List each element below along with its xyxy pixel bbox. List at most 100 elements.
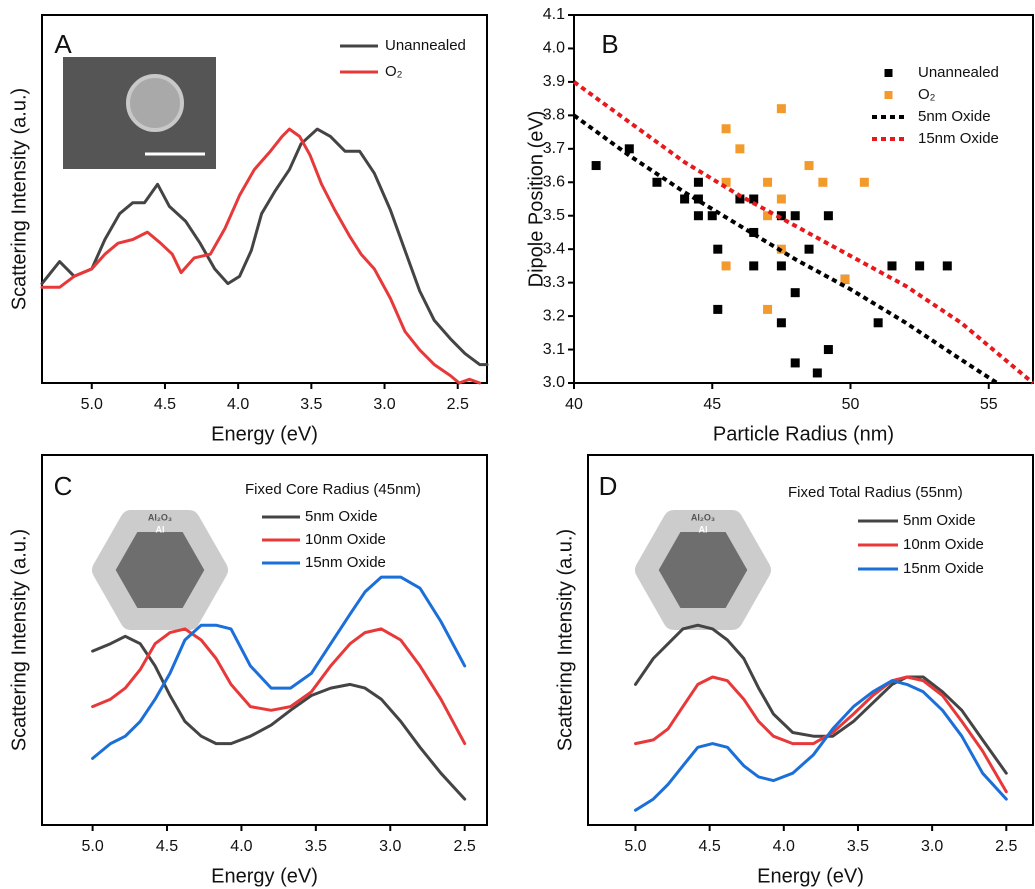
- data-point: [735, 144, 745, 154]
- legend-label: 15nm Oxide: [918, 130, 999, 147]
- data-point: [652, 177, 662, 187]
- panel-label: D: [599, 471, 618, 501]
- data-point: [776, 104, 786, 114]
- plot-frame: [587, 454, 1034, 826]
- data-point: [763, 211, 773, 221]
- data-point: [721, 177, 731, 187]
- data-point: [693, 177, 703, 187]
- x-tick-label: 50: [842, 396, 860, 413]
- y-tick-label: 3.8: [543, 107, 565, 124]
- data-point: [749, 261, 759, 271]
- y-tick-label: 3.6: [543, 173, 565, 190]
- data-point: [804, 244, 814, 254]
- data-point: [624, 144, 634, 154]
- legend-label: 15nm Oxide: [903, 560, 984, 577]
- inset-label: Al: [699, 524, 708, 534]
- data-point: [812, 368, 822, 378]
- x-tick-label: 4.0: [227, 396, 249, 413]
- data-point: [840, 274, 850, 284]
- data-point: [776, 211, 786, 221]
- data-point: [713, 244, 723, 254]
- x-tick-label: 5.0: [81, 396, 103, 413]
- y-tick-label: 3.5: [543, 207, 565, 224]
- legend-label: 15nm Oxide: [305, 554, 386, 571]
- data-point: [859, 177, 869, 187]
- x-tick-label: 40: [565, 396, 583, 413]
- y-tick-label: 3.0: [543, 374, 565, 391]
- data-point: [776, 318, 786, 328]
- data-point: [763, 177, 773, 187]
- y-tick-label: 4.0: [543, 40, 565, 57]
- x-tick-label: 45: [703, 396, 721, 413]
- y-axis-title: Scattering Intensity (a.u.): [8, 88, 30, 310]
- y-tick-label: 3.7: [543, 140, 565, 157]
- legend-label: 5nm Oxide: [305, 508, 378, 525]
- legend-swatch: [884, 91, 893, 99]
- data-point: [749, 194, 759, 204]
- series-line: [634, 675, 1008, 794]
- y-tick-label: 3.3: [543, 274, 565, 291]
- data-point: [915, 261, 925, 271]
- x-axis-title: Energy (eV): [757, 865, 864, 887]
- x-tick-label: 3.5: [847, 838, 869, 855]
- data-point: [721, 261, 731, 271]
- y-axis-title: Dipole Position (eV): [525, 111, 547, 288]
- data-point: [887, 261, 897, 271]
- series-line: [572, 80, 1035, 385]
- series-line: [40, 127, 482, 385]
- series-line: [40, 127, 489, 367]
- x-tick-label: 3.0: [373, 396, 395, 413]
- legend-label: O₂: [385, 63, 403, 80]
- legend-label: O₂: [918, 86, 936, 103]
- y-axis-title: Scattering Intensity (a.u.): [8, 529, 30, 751]
- legend-swatch: [884, 69, 893, 77]
- series-line: [634, 623, 1008, 775]
- plot-frame: [573, 14, 1034, 384]
- legend-label: Unannealed: [385, 37, 466, 54]
- data-point: [693, 194, 703, 204]
- y-tick-label: 3.4: [543, 240, 565, 257]
- data-point: [680, 194, 690, 204]
- data-point: [721, 124, 731, 134]
- x-tick-label: 3.0: [379, 838, 401, 855]
- y-tick-label: 4.1: [543, 6, 565, 23]
- x-tick-label: 2.5: [454, 838, 476, 855]
- data-point: [591, 161, 601, 171]
- legend-label: 5nm Oxide: [903, 512, 976, 529]
- data-point: [693, 211, 703, 221]
- hexagon-inset: [635, 510, 771, 630]
- data-point: [804, 161, 814, 171]
- data-point: [818, 177, 828, 187]
- y-tick-label: 3.2: [543, 307, 565, 324]
- plot-frame: [41, 14, 488, 384]
- series-line: [572, 113, 999, 385]
- y-tick-label: 3.1: [543, 341, 565, 358]
- x-tick-label: 5.0: [81, 838, 103, 855]
- x-tick-label: 4.5: [699, 838, 721, 855]
- legend-label: Unannealed: [918, 64, 999, 81]
- panel-label: B: [601, 29, 618, 59]
- x-tick-label: 4.0: [773, 838, 795, 855]
- x-tick-label: 4.0: [230, 838, 252, 855]
- x-tick-label: 3.5: [300, 396, 322, 413]
- data-point: [823, 211, 833, 221]
- inset-label: Al₂O₃: [148, 512, 172, 522]
- x-axis-title: Energy (eV): [211, 423, 318, 445]
- sem-particle: [126, 74, 184, 132]
- data-point: [776, 261, 786, 271]
- data-point: [776, 194, 786, 204]
- annotation: Fixed Total Radius (55nm): [788, 484, 963, 501]
- series-line: [634, 679, 1008, 812]
- x-tick-label: 2.5: [995, 838, 1017, 855]
- inset-label: Al: [156, 524, 165, 534]
- data-point: [763, 304, 773, 314]
- data-point: [790, 288, 800, 298]
- x-tick-label: 3.0: [921, 838, 943, 855]
- data-point: [707, 211, 717, 221]
- series-line: [91, 575, 467, 760]
- legend-label: 10nm Oxide: [903, 536, 984, 553]
- x-tick-label: 4.5: [156, 838, 178, 855]
- data-point: [873, 318, 883, 328]
- x-tick-label: 5.0: [624, 838, 646, 855]
